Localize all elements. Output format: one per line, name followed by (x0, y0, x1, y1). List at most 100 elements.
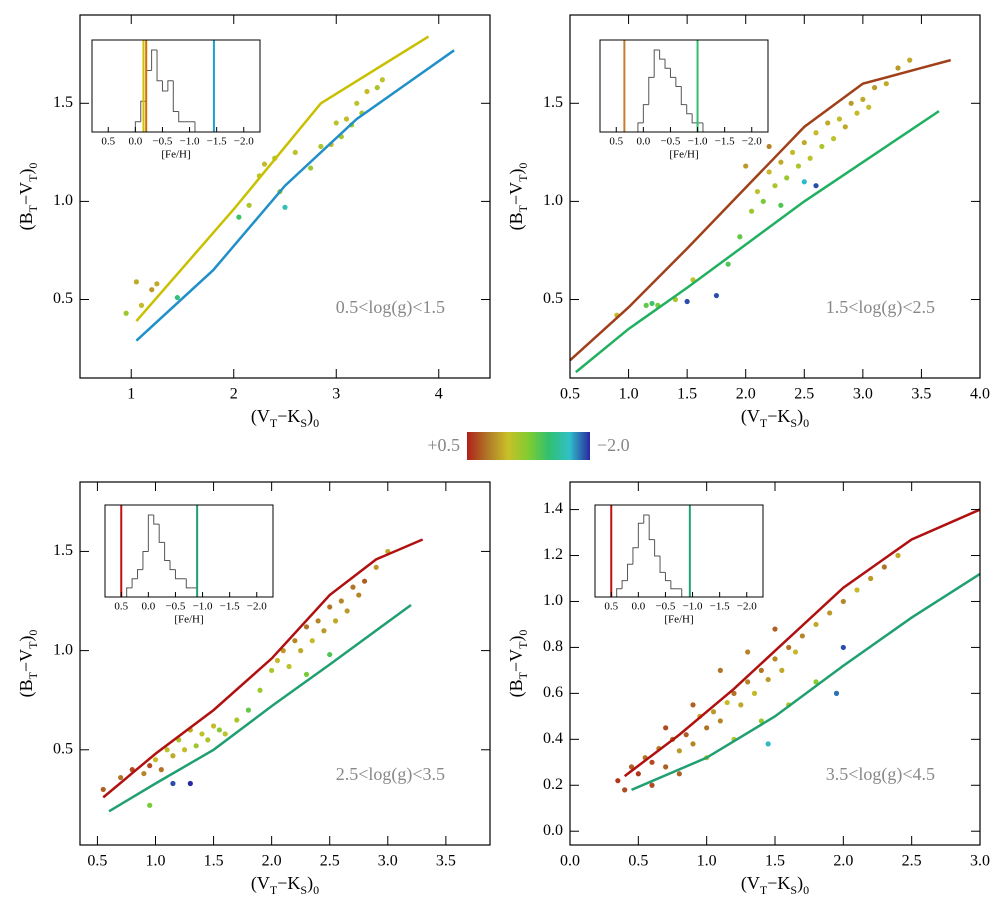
x-tick-label: 2.0 (736, 386, 756, 403)
histogram-bin (632, 547, 639, 565)
axis-label-part: T (516, 671, 530, 679)
panel-label: 1.5<log(g)<2.5 (826, 297, 935, 318)
point (282, 204, 288, 210)
point (210, 723, 217, 729)
point (303, 624, 310, 630)
point (784, 175, 790, 181)
inset-tick-label: 0.5 (604, 601, 618, 613)
axis-label-part: T (516, 204, 530, 212)
point (154, 281, 160, 287)
y-tick-label: 1.0 (53, 192, 73, 209)
x-tick-label: 3.5 (911, 386, 931, 403)
point (663, 764, 669, 770)
axis-label-part: S (790, 416, 797, 430)
point (149, 287, 155, 293)
panel-label: 2.5<log(g)<3.5 (336, 764, 445, 785)
inset-tick-label: −1.5 (220, 601, 240, 613)
inset-tick-label: −1.0 (180, 136, 200, 148)
inset-tick-label: −2.0 (742, 136, 762, 148)
point (246, 202, 252, 208)
point (292, 638, 298, 644)
point (758, 718, 764, 724)
point (147, 802, 153, 808)
inset-axis-label: [Fe/H] (161, 149, 190, 161)
histogram-bin (164, 542, 171, 562)
x-tick-label: 1.5 (204, 853, 224, 870)
point (309, 638, 315, 644)
axis-label-part: −K (277, 873, 300, 893)
histogram-bin (147, 514, 154, 552)
y-tick-label: 0.2 (543, 776, 563, 793)
inset-tick-label: 0.5 (101, 136, 115, 148)
point (836, 116, 843, 122)
point (801, 179, 807, 185)
model-line (135, 49, 455, 342)
inset-tick-label: 0.0 (128, 136, 142, 148)
point (269, 667, 275, 674)
histogram-bin (627, 563, 633, 581)
inset-tick-label: −1.5 (207, 136, 227, 148)
inset-axis-label: [Fe/H] (669, 149, 698, 161)
point (854, 587, 860, 593)
x-tick-label: 2.5 (902, 853, 922, 870)
point (321, 628, 327, 634)
axis-label-part: (B (16, 679, 37, 697)
point (187, 780, 193, 787)
inset-frame (594, 504, 764, 598)
point (710, 709, 717, 715)
point (737, 234, 743, 240)
y-tick-label: 0.8 (543, 638, 563, 655)
x-tick-label: 0.5 (628, 853, 648, 870)
axis-label-part: (V (251, 873, 270, 894)
axis-label-part: 0 (516, 630, 530, 636)
axis-label-part: (V (741, 873, 760, 894)
colorbar (467, 432, 590, 460)
point (830, 136, 837, 142)
point (724, 699, 730, 706)
y-tick-label: 1.4 (543, 500, 563, 517)
axis-label: (BT−VT)0 (16, 630, 40, 698)
colorbar-label: −2.0 (597, 435, 630, 455)
point (745, 649, 751, 655)
point (907, 57, 913, 63)
inset-tick-label: 0.5 (114, 601, 128, 613)
x-tick-label: 2 (230, 386, 238, 403)
histogram-bin (158, 524, 165, 543)
model-line (631, 572, 981, 792)
plot-frame (79, 14, 491, 379)
inset-tick-label: −1.0 (193, 601, 213, 613)
inset-frame (104, 504, 274, 598)
inset-axis-label: [Fe/H] (664, 614, 693, 626)
point (643, 302, 649, 308)
axis-label-part: ) (797, 406, 803, 427)
point (100, 786, 106, 793)
histogram-bin (151, 49, 158, 71)
point (683, 732, 689, 738)
y-tick-label: 0.0 (543, 822, 563, 839)
histogram-bin (664, 572, 671, 582)
inset-background (92, 40, 260, 132)
x-tick-label: 1 (127, 386, 135, 403)
inset-frame (599, 39, 769, 133)
point (216, 727, 222, 733)
point (848, 100, 854, 106)
y-tick-label: 0.5 (53, 290, 73, 307)
point (133, 279, 139, 285)
axis-label: (VT−KS)0 (251, 873, 319, 897)
y-tick-label: 1.5 (53, 94, 73, 111)
point (883, 81, 889, 87)
histogram-bin (648, 76, 655, 105)
point (170, 753, 176, 759)
point (158, 767, 164, 773)
point (174, 294, 180, 301)
plot-frame (569, 14, 981, 379)
histogram-bin (178, 111, 185, 123)
point (772, 626, 778, 632)
inset-axis-label: [Fe/H] (174, 614, 203, 626)
y-tick-label: 1.5 (53, 542, 73, 559)
x-tick-label: 1.0 (697, 853, 717, 870)
point (315, 618, 321, 624)
histogram-bin (131, 578, 138, 588)
histogram-bin (156, 50, 163, 82)
